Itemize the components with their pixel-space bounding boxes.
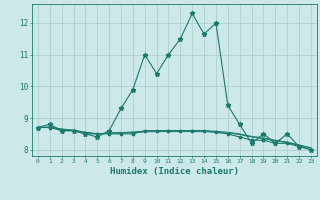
X-axis label: Humidex (Indice chaleur): Humidex (Indice chaleur)	[110, 167, 239, 176]
